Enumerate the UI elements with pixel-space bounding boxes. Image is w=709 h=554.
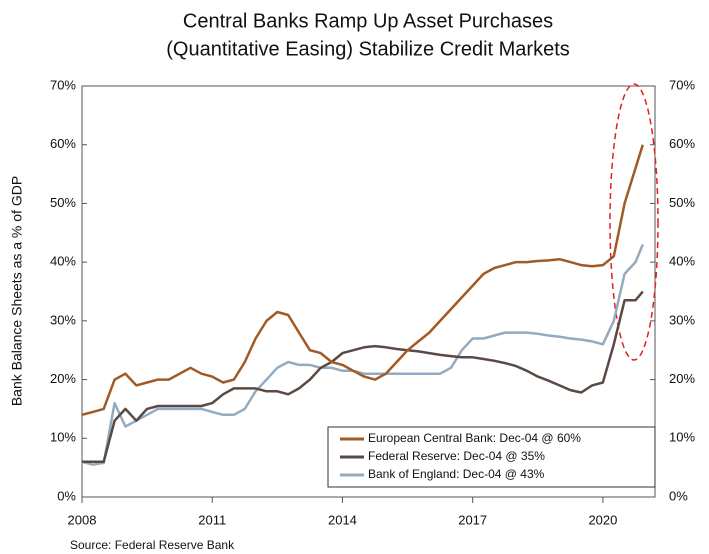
y2-tick-label: 10% (669, 430, 695, 445)
x-tick-label: 2017 (458, 512, 487, 527)
series-line (81, 144, 644, 417)
plot-frame (81, 85, 656, 498)
y2-tick-label: 40% (669, 254, 695, 269)
y-tick-label: 20% (50, 371, 76, 386)
y-tick-label: 50% (50, 195, 76, 210)
series-line (81, 244, 644, 466)
series-line (82, 290, 644, 464)
source: Source: Federal Reserve Bank (70, 538, 235, 552)
y2-tick-label: 60% (669, 136, 695, 151)
y-axis-label: Bank Balance Sheets as a % of GDP (9, 176, 25, 406)
x-tick-label: 2014 (328, 512, 357, 527)
legend-label: Federal Reserve: Dec-04 @ 35% (368, 449, 545, 463)
y-tick-label: 70% (50, 77, 76, 92)
x-tick-label: 2011 (198, 512, 226, 527)
y-tick-label: 30% (50, 312, 76, 327)
x-tick-label: 2008 (68, 512, 97, 527)
y2-tick-label: 0% (669, 488, 688, 503)
y2-tick-label: 20% (669, 371, 695, 386)
y-tick-label: 40% (50, 254, 76, 269)
x-tick-label: 2020 (588, 512, 617, 527)
y2-tick-label: 70% (669, 77, 695, 92)
chart-title: (Quantitative Easing) Stabilize Credit M… (166, 38, 570, 60)
y-tick-label: 10% (50, 430, 76, 445)
y-tick-label: 0% (57, 488, 76, 503)
legend-label: European Central Bank: Dec-04 @ 60% (368, 431, 581, 445)
legend-box (327, 426, 656, 488)
y-tick-label: 60% (50, 136, 76, 151)
y2-tick-label: 50% (669, 195, 695, 210)
y2-tick-label: 30% (669, 312, 695, 327)
chart-title: Central Banks Ramp Up Asset Purchases (183, 10, 553, 32)
legend-label: Bank of England: Dec-04 @ 43% (368, 467, 545, 481)
highlight-ellipse (609, 83, 659, 361)
